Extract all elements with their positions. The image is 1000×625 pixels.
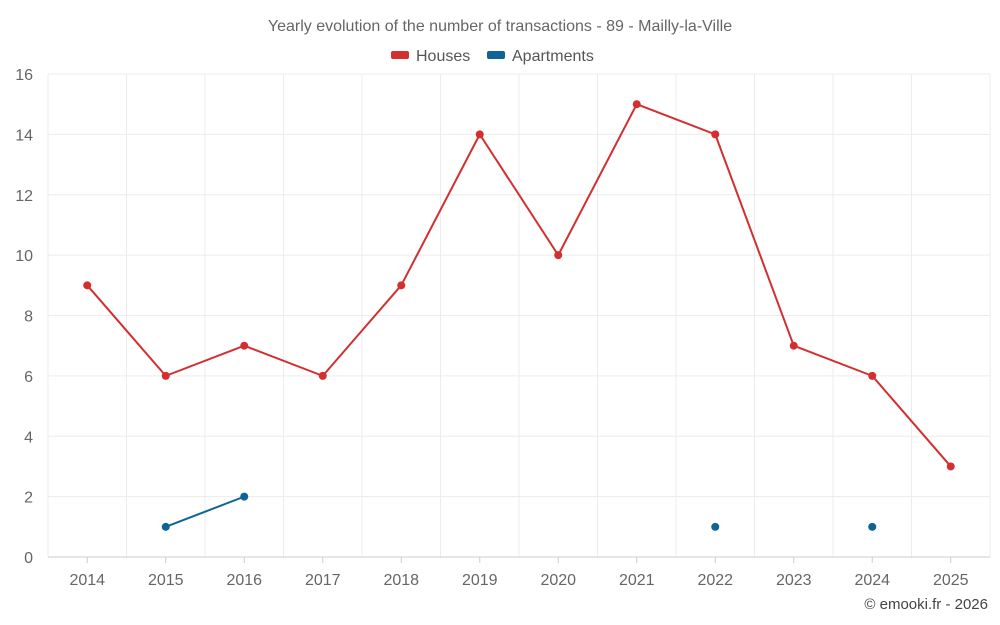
y-tick-label: 12 — [15, 188, 33, 205]
series-line-houses — [86, 103, 952, 468]
legend-label-apartments: Apartments — [512, 48, 594, 65]
legend-swatch-houses — [391, 51, 409, 59]
x-tick-label: 2020 — [540, 572, 576, 589]
y-tick-label: 6 — [24, 369, 33, 386]
y-tick-label: 2 — [24, 490, 33, 507]
data-point-apartments-2016[interactable] — [240, 492, 249, 501]
x-tick-label: 2019 — [462, 572, 498, 589]
legend: Houses Apartments — [391, 48, 594, 65]
legend-item-apartments[interactable]: Apartments — [487, 48, 594, 65]
data-point-houses-2018[interactable] — [397, 281, 406, 290]
y-tick-label: 14 — [15, 127, 33, 144]
x-tick-label: 2023 — [776, 572, 812, 589]
legend-item-houses[interactable]: Houses — [391, 48, 470, 65]
series — [83, 100, 955, 531]
legend-swatch-apartments — [487, 51, 505, 59]
data-point-houses-2014[interactable] — [83, 281, 92, 290]
data-point-apartments-2022[interactable] — [711, 522, 720, 531]
x-tick-label: 2024 — [854, 572, 890, 589]
data-point-houses-2016[interactable] — [240, 341, 249, 350]
data-point-houses-2024[interactable] — [868, 371, 877, 380]
series-houses — [83, 100, 955, 471]
data-point-houses-2017[interactable] — [318, 371, 327, 380]
x-tick-label: 2021 — [619, 572, 655, 589]
x-tick-label: 2018 — [383, 572, 419, 589]
chart-title: Yearly evolution of the number of transa… — [268, 18, 732, 35]
data-point-houses-2019[interactable] — [475, 130, 484, 139]
series-apartments — [161, 492, 877, 531]
legend-label-houses: Houses — [416, 48, 470, 65]
x-tick-label: 2022 — [697, 572, 733, 589]
y-tick-label: 0 — [24, 550, 33, 567]
x-tick-label: 2016 — [226, 572, 262, 589]
x-tick-label: 2015 — [148, 572, 184, 589]
x-tick-label: 2014 — [69, 572, 105, 589]
y-tick-label: 16 — [15, 67, 33, 84]
data-point-apartments-2024[interactable] — [868, 522, 877, 531]
grid — [47, 73, 991, 557]
y-axis: 0 2 4 6 8 10 12 14 16 — [15, 67, 33, 567]
credit-label: © emooki.fr - 2026 — [864, 596, 988, 613]
data-point-apartments-2015[interactable] — [161, 522, 170, 531]
y-tick-label: 10 — [15, 248, 33, 265]
x-tick-label: 2025 — [933, 572, 969, 589]
x-axis: 2014 2015 2016 2017 2018 2019 2020 2021 2022 2023… — [48, 556, 990, 589]
data-point-houses-2020[interactable] — [554, 251, 563, 260]
y-tick-label: 8 — [24, 309, 33, 326]
data-point-houses-2025[interactable] — [946, 462, 955, 471]
data-point-houses-2022[interactable] — [711, 130, 720, 139]
data-point-houses-2015[interactable] — [161, 371, 170, 380]
series-line-apartments — [165, 495, 245, 528]
x-tick-label: 2017 — [305, 572, 341, 589]
y-tick-label: 4 — [24, 429, 33, 446]
data-point-houses-2023[interactable] — [789, 341, 798, 350]
data-point-houses-2021[interactable] — [632, 100, 641, 109]
